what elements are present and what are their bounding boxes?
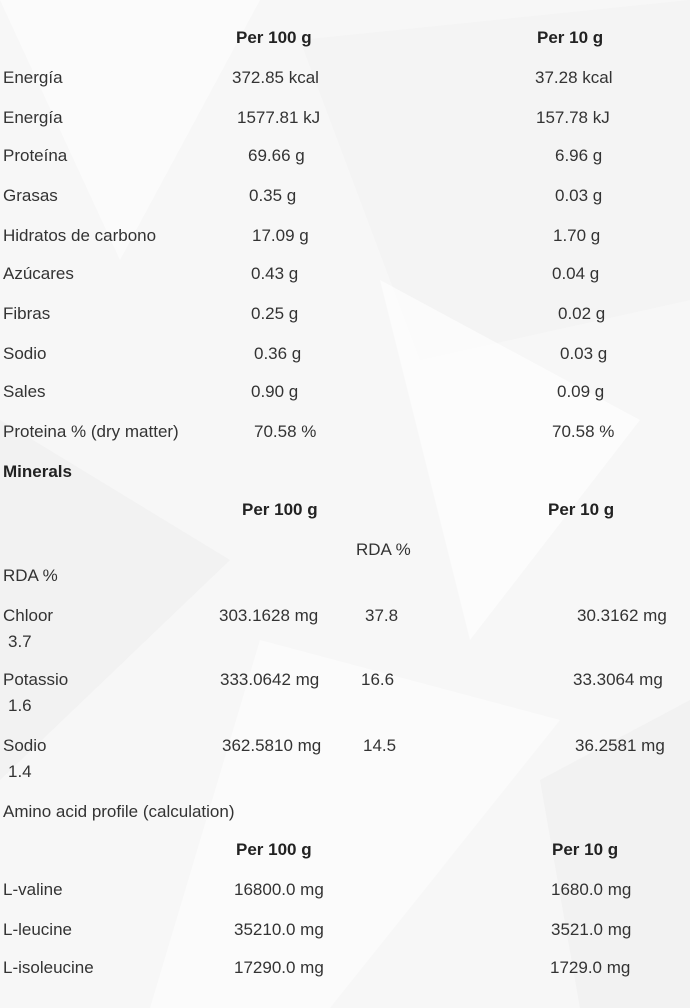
row-label: Sodio xyxy=(3,344,47,363)
row-label: Proteina % (dry matter) xyxy=(3,422,179,441)
row-per10: 37.28 kcal xyxy=(535,68,613,87)
header-rda: RDA % xyxy=(356,540,411,559)
row-rda10: 1.6 xyxy=(8,696,32,715)
row-label: Sodio xyxy=(3,736,47,755)
row-per10: 0.02 g xyxy=(558,304,606,323)
row-per10: 70.58 % xyxy=(552,422,615,441)
row-per100: 0.36 g xyxy=(254,344,302,363)
section-title: Amino acid profile (calculation) xyxy=(3,802,235,821)
row-label: Grasas xyxy=(3,186,58,205)
header-per-100g: Per 100 g xyxy=(236,840,312,859)
row-per100: 17290.0 mg xyxy=(234,958,324,977)
row-label: Chloor xyxy=(3,606,54,625)
row-per10: 0.03 g xyxy=(560,344,608,363)
row-label: Proteína xyxy=(3,146,68,165)
row-per100: 69.66 g xyxy=(248,146,305,165)
row-per100: 0.43 g xyxy=(251,264,299,283)
row-per10: 157.78 kJ xyxy=(536,108,610,127)
row-per100: 362.5810 mg xyxy=(222,736,322,755)
row-rda10: 3.7 xyxy=(8,632,32,651)
row-label: Energía xyxy=(3,108,63,127)
row-rda100: 37.8 xyxy=(365,606,399,625)
row-label: Potassio xyxy=(3,670,69,689)
row-per10: 3521.0 mg xyxy=(551,920,632,939)
row-per100: 1577.81 kJ xyxy=(237,108,321,127)
row-per10: 1680.0 mg xyxy=(551,880,632,899)
section-title: Minerals xyxy=(3,462,72,481)
row-per10: 36.2581 mg xyxy=(575,736,665,755)
row-per10: 1.70 g xyxy=(553,226,601,245)
row-per100: 372.85 kcal xyxy=(232,68,319,87)
row-per10: 0.03 g xyxy=(555,186,603,205)
row-label: Azúcares xyxy=(3,264,74,283)
row-label: L-leucine xyxy=(3,920,72,939)
row-per10: 0.09 g xyxy=(557,382,605,401)
row-rda100: 16.6 xyxy=(361,670,395,689)
row-label: Sales xyxy=(3,382,46,401)
row-per100: 17.09 g xyxy=(252,226,309,245)
row-per10: 33.3064 mg xyxy=(573,670,663,689)
header-per-100g: Per 100 g xyxy=(242,500,318,519)
row-label: Energía xyxy=(3,68,63,87)
header-per-10g: Per 10 g xyxy=(552,840,619,859)
header-per-10g: Per 10 g xyxy=(548,500,615,519)
row-per10: 6.96 g xyxy=(555,146,603,165)
row-per100: 16800.0 mg xyxy=(234,880,324,899)
header-per-10g: Per 10 g xyxy=(537,28,604,47)
row-per100: 70.58 % xyxy=(254,422,317,441)
row-per100: 0.35 g xyxy=(249,186,297,205)
row-per100: 303.1628 mg xyxy=(219,606,319,625)
header-rda: RDA % xyxy=(3,566,58,585)
row-per100: 35210.0 mg xyxy=(234,920,324,939)
row-per10: 1729.0 mg xyxy=(550,958,631,977)
row-rda10: 1.4 xyxy=(8,762,32,781)
row-label: L-isoleucine xyxy=(3,958,94,977)
row-per100: 0.90 g xyxy=(251,382,299,401)
row-label: L-valine xyxy=(3,880,63,899)
row-per10: 30.3162 mg xyxy=(577,606,667,625)
row-rda100: 14.5 xyxy=(363,736,397,755)
row-label: Fibras xyxy=(3,304,51,323)
row-per10: 0.04 g xyxy=(552,264,600,283)
row-per100: 333.0642 mg xyxy=(220,670,320,689)
row-per100: 0.25 g xyxy=(251,304,299,323)
row-label: Hidratos de carbono xyxy=(3,226,157,245)
header-per-100g: Per 100 g xyxy=(236,28,312,47)
